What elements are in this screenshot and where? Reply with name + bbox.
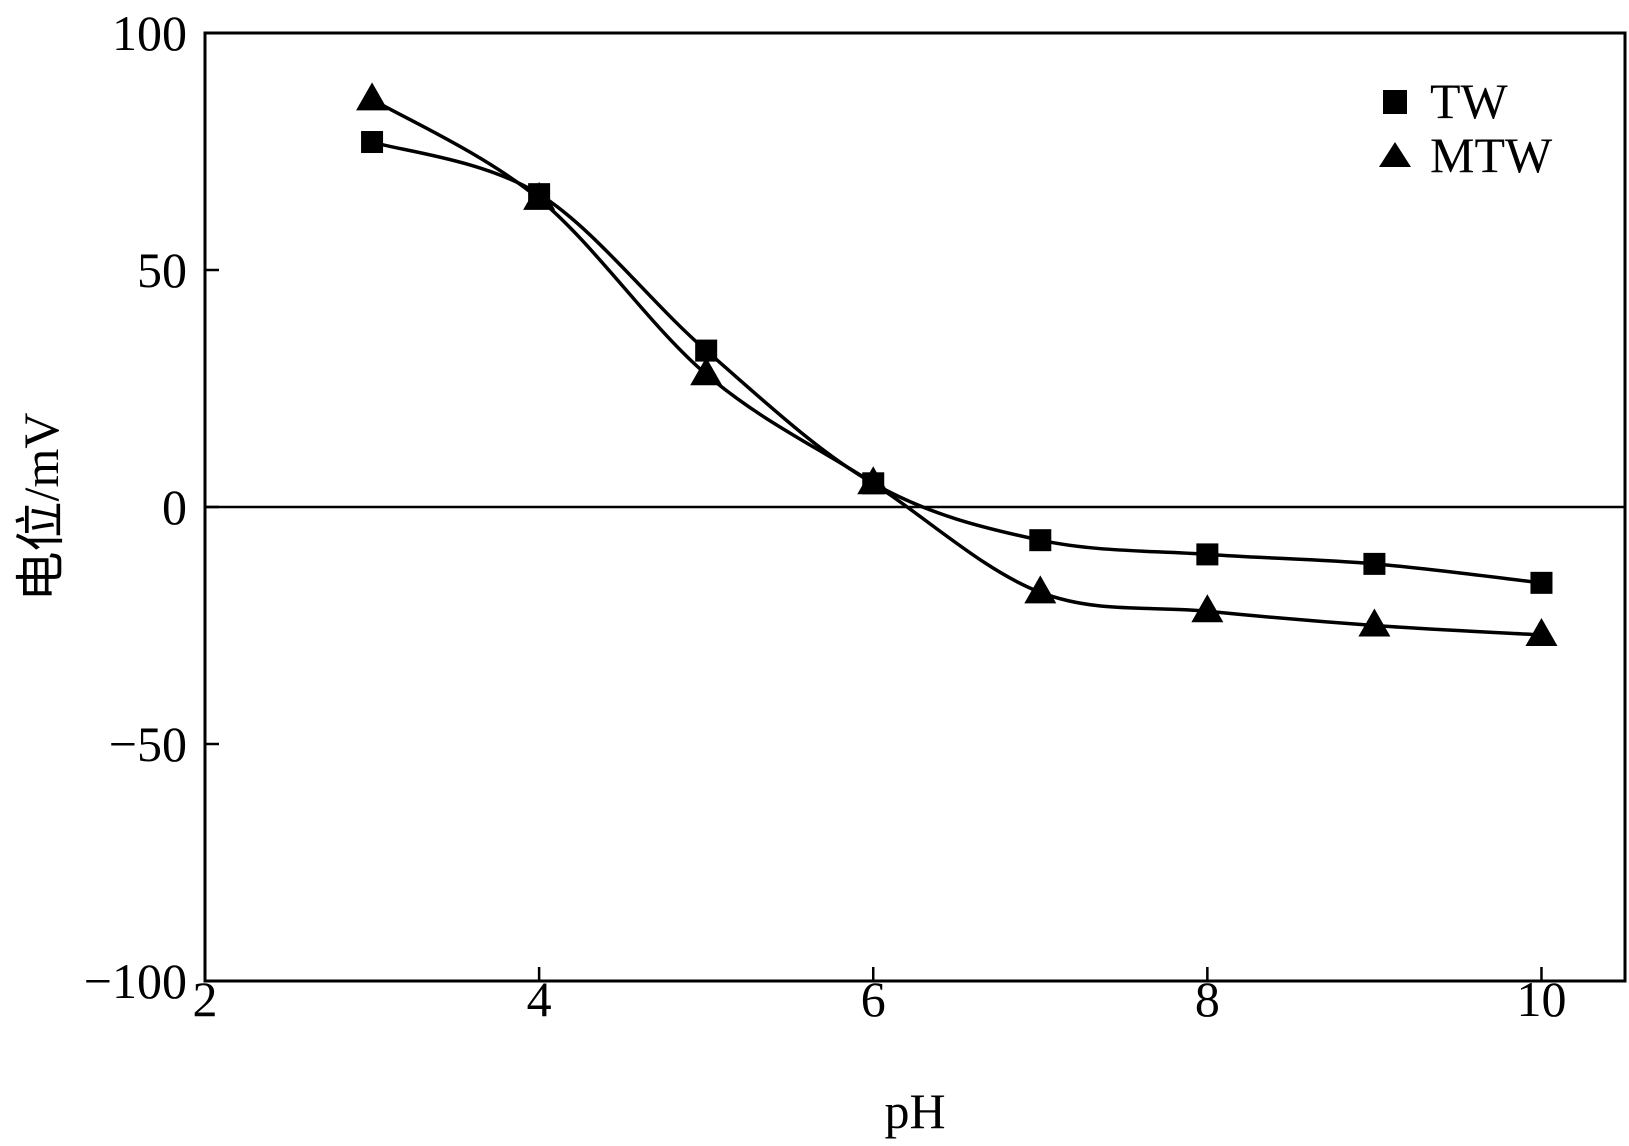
- y-tick-label-100: 100: [112, 5, 187, 61]
- series-line-tw: [371, 140, 1542, 585]
- data-point-tw-ph9: [1363, 552, 1386, 575]
- x-tick-label-2: 2: [193, 971, 218, 1027]
- data-point-mtw-ph7: [1024, 575, 1057, 604]
- series-line-mtw: [371, 97, 1542, 637]
- legend-label-mtw: MTW: [1430, 127, 1553, 183]
- data-point-mtw-ph8: [1191, 594, 1224, 623]
- data-point-tw-ph10: [1530, 571, 1553, 594]
- legend: TW MTW: [1379, 73, 1553, 183]
- data-point-tw-ph3: [361, 131, 384, 154]
- data-point-mtw-ph10: [1525, 617, 1558, 646]
- y-axis-title: 电位/mV: [13, 413, 69, 602]
- data-point-tw-ph8: [1196, 543, 1219, 566]
- data-point-mtw-ph4: [523, 181, 556, 210]
- data-point-mtw-ph3: [356, 82, 389, 111]
- x-tick-label-6: 6: [861, 971, 886, 1027]
- data-point-tw-ph7: [1029, 529, 1052, 552]
- x-axis-title: pH: [884, 1083, 945, 1139]
- data-point-mtw-ph6: [857, 466, 890, 495]
- y-tick-label--100: −100: [84, 953, 187, 1009]
- legend-label-tw: TW: [1430, 73, 1509, 129]
- y-tick-label-0: 0: [162, 479, 187, 535]
- legend-marker-mtw: [1379, 142, 1411, 167]
- x-tick-label-4: 4: [527, 971, 552, 1027]
- y-tick-label--50: −50: [109, 716, 187, 772]
- data-point-mtw-ph5: [690, 357, 723, 386]
- data-point-mtw-ph9: [1358, 608, 1391, 637]
- y-tick-label-50: 50: [137, 242, 187, 298]
- x-tick-label-8: 8: [1195, 971, 1220, 1027]
- data-point-tw-ph5: [695, 339, 718, 362]
- x-tick-label-10: 10: [1516, 971, 1566, 1027]
- legend-marker-tw: [1383, 90, 1407, 114]
